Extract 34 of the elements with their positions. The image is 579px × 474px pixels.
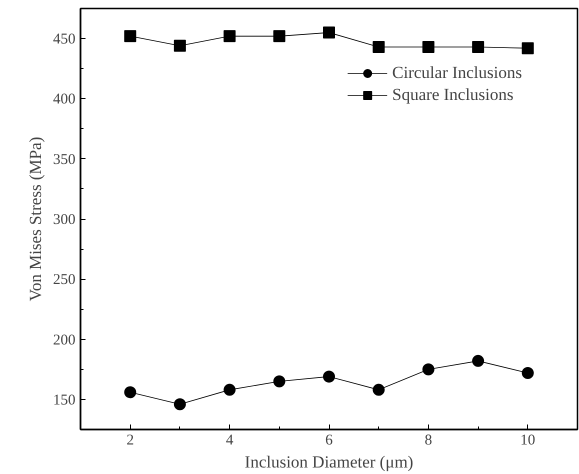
y-tick-label: 300 (53, 212, 76, 228)
x-tick-label: 4 (226, 432, 234, 448)
point (422, 363, 434, 376)
y-tick-label: 150 (53, 392, 76, 408)
point (273, 375, 286, 388)
point (422, 40, 434, 53)
point (323, 26, 335, 39)
point (472, 354, 484, 367)
point (522, 366, 534, 379)
legend-label: Circular Inclusions (392, 63, 522, 83)
x-tick-label: 8 (424, 432, 432, 448)
point (124, 386, 136, 398)
point (273, 30, 286, 42)
y-tick-label: 400 (53, 92, 76, 108)
point (124, 30, 136, 42)
point (522, 42, 534, 54)
point (174, 40, 186, 52)
point (372, 40, 385, 53)
legend-label: Square Inclusions (392, 85, 514, 105)
point (372, 384, 385, 396)
y-tick-label: 350 (53, 152, 76, 168)
x-axis-title: Inclusion Diameter (μm) (244, 452, 414, 472)
y-tick-label: 450 (53, 32, 76, 48)
point (174, 398, 186, 410)
y-tick-label: 200 (53, 332, 76, 348)
point (224, 30, 236, 42)
x-tick-label: 10 (520, 432, 536, 448)
point (323, 370, 335, 383)
x-tick-label: 2 (126, 432, 134, 448)
x-tick-label: 6 (325, 432, 334, 448)
point (224, 384, 236, 396)
y-axis-title: Von Mises Stress (MPa) (26, 136, 45, 302)
point (472, 40, 484, 53)
y-tick-label: 250 (53, 272, 76, 288)
